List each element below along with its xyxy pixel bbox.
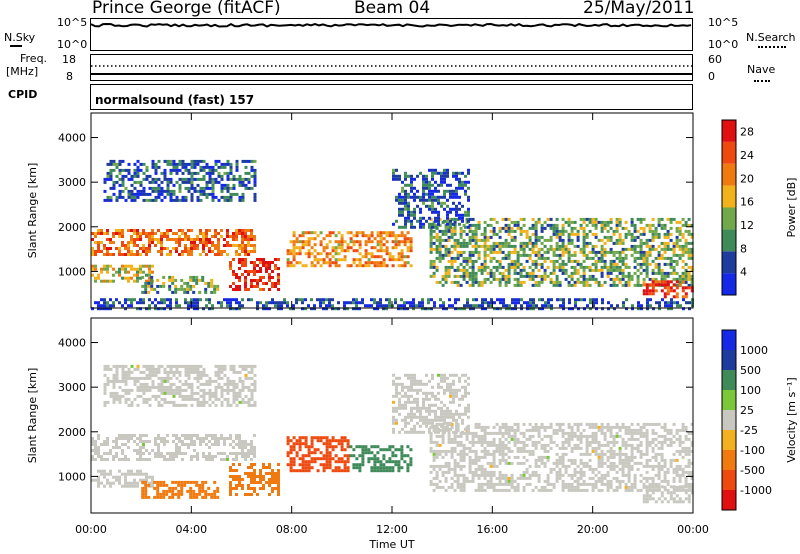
freq-trace	[91, 65, 692, 75]
velocity-echo-region-5	[406, 469, 410, 473]
power-echo-region-9	[688, 307, 691, 311]
velocity-ytick-1: 2000	[58, 426, 86, 439]
power-echo-region-3	[277, 288, 280, 291]
power-echo-region-4	[409, 264, 413, 268]
power-echoes	[91, 159, 694, 311]
velocity-echo-region-9	[687, 500, 691, 504]
power-ytick-0: 1000	[58, 265, 86, 278]
power-cbar-tick-5: 8	[740, 242, 747, 255]
xlabel: Time UT	[368, 538, 414, 551]
nsky-trace	[90, 22, 692, 28]
power-echo-region-0	[247, 253, 250, 256]
nsky-tick-low: 10^0	[57, 38, 88, 51]
velocity-cbar-tick-6: -500	[740, 464, 765, 477]
cpid-panel: normalsound (fast) 157	[90, 84, 693, 110]
velocity-panel: 1000 2000 3000 4000 00:00 04:00 08:00 12:00 16:0…	[26, 317, 798, 551]
power-echo-region-2	[213, 290, 217, 294]
nsky-panel	[90, 18, 693, 51]
beam-label: Beam 04	[354, 0, 431, 18]
power-echo-region-6	[690, 283, 694, 287]
power-ytick-2: 3000	[58, 176, 86, 189]
velocity-cbar-tick-4: -25	[740, 424, 758, 437]
freq-panel	[90, 54, 693, 81]
freq-tick-high: 18	[62, 53, 76, 66]
velocity-cbar-tick-5: -100	[740, 444, 765, 457]
velocity-ytick-2: 3000	[58, 381, 86, 394]
power-echo-region-7	[467, 225, 470, 229]
radar-title: Prince George (fitACF)	[92, 0, 281, 18]
freq-label: Freq.	[20, 52, 48, 65]
power-cbar-tick-4: 12	[740, 219, 754, 232]
freq-unit-label: [MHz]	[6, 65, 39, 78]
cpid-text: normalsound (fast) 157	[95, 93, 255, 107]
power-cbar-tick-0: 28	[740, 126, 754, 139]
velocity-echo-region-2	[216, 495, 220, 499]
velocity-echo-region-0	[250, 458, 253, 461]
power-echo-region-5	[253, 198, 257, 202]
velocity-cbar-label: Velocity [m s⁻¹]	[785, 377, 798, 462]
velocity-cbar-tick-7: -1000	[740, 484, 772, 497]
nave-legend-line	[754, 80, 770, 82]
velocity-echo-region-3	[277, 493, 280, 496]
velocity-echo-region-7	[690, 488, 694, 492]
power-ylabel: Slant Range [km]	[26, 163, 39, 259]
velocity-ytick-0: 1000	[58, 470, 86, 483]
date-label: 25/May/2011	[583, 0, 695, 18]
cpid-label: CPID	[8, 88, 38, 101]
velocity-echo-region-8	[467, 430, 470, 434]
nsky-label: N.Sky	[4, 31, 36, 44]
nave-tick-low: 0	[708, 70, 715, 83]
power-ytick-1: 2000	[58, 221, 86, 234]
velocity-colorbar: 1000 500 100 25 -25 -100 -500 -1000 Velocity [m …	[721, 329, 798, 511]
velocity-echo-region-1	[151, 484, 154, 488]
xtick-1: 04:00	[175, 523, 207, 536]
power-ytick-3: 4000	[58, 132, 86, 145]
nave-label: Nave	[747, 63, 776, 76]
nsky-legend-line	[10, 45, 22, 47]
power-cbar-tick-2: 20	[740, 172, 754, 185]
xtick-4: 16:00	[476, 523, 508, 536]
velocity-echo-region-6	[253, 403, 257, 407]
power-cbar-tick-6: 4	[740, 266, 747, 279]
xtick-2: 08:00	[276, 523, 308, 536]
velocity-cbar-tick-0: 1000	[740, 344, 768, 357]
velocity-ylabel: Slant Range [km]	[26, 368, 39, 464]
xtick-5: 20:00	[577, 523, 609, 536]
power-colorbar: 28 24 20 16 12 8 4 Power [dB]	[721, 119, 798, 296]
nsearch-tick-high: 10^5	[708, 16, 739, 29]
xtick-6: 00:00	[677, 523, 709, 536]
xtick-0: 00:00	[75, 523, 107, 536]
nsky-tick-high: 10^5	[57, 16, 88, 29]
velocity-cbar-tick-3: 25	[740, 404, 754, 417]
xtick-3: 12:00	[376, 523, 408, 536]
nsearch-label: N.Search	[746, 31, 796, 44]
velocity-echo-region-4	[346, 469, 350, 473]
nsearch-tick-low: 10^0	[708, 38, 739, 51]
nave-tick-high: 60	[708, 53, 722, 66]
velocity-cbar-tick-2: 100	[740, 384, 761, 397]
freq-tick-low: 8	[66, 70, 73, 83]
power-echo-region-8	[684, 295, 688, 299]
nsearch-legend-line	[758, 46, 786, 48]
velocity-echoes	[91, 364, 694, 504]
velocity-ytick-3: 4000	[58, 337, 86, 350]
power-cbar-label: Power [dB]	[785, 178, 798, 238]
power-cbar-tick-3: 16	[740, 196, 754, 209]
power-panel: 1000 2000 3000 4000 Slant Range [km] 28 24 20 16…	[26, 112, 798, 311]
velocity-cbar-tick-1: 500	[740, 364, 761, 377]
power-cbar-tick-1: 24	[740, 149, 754, 162]
